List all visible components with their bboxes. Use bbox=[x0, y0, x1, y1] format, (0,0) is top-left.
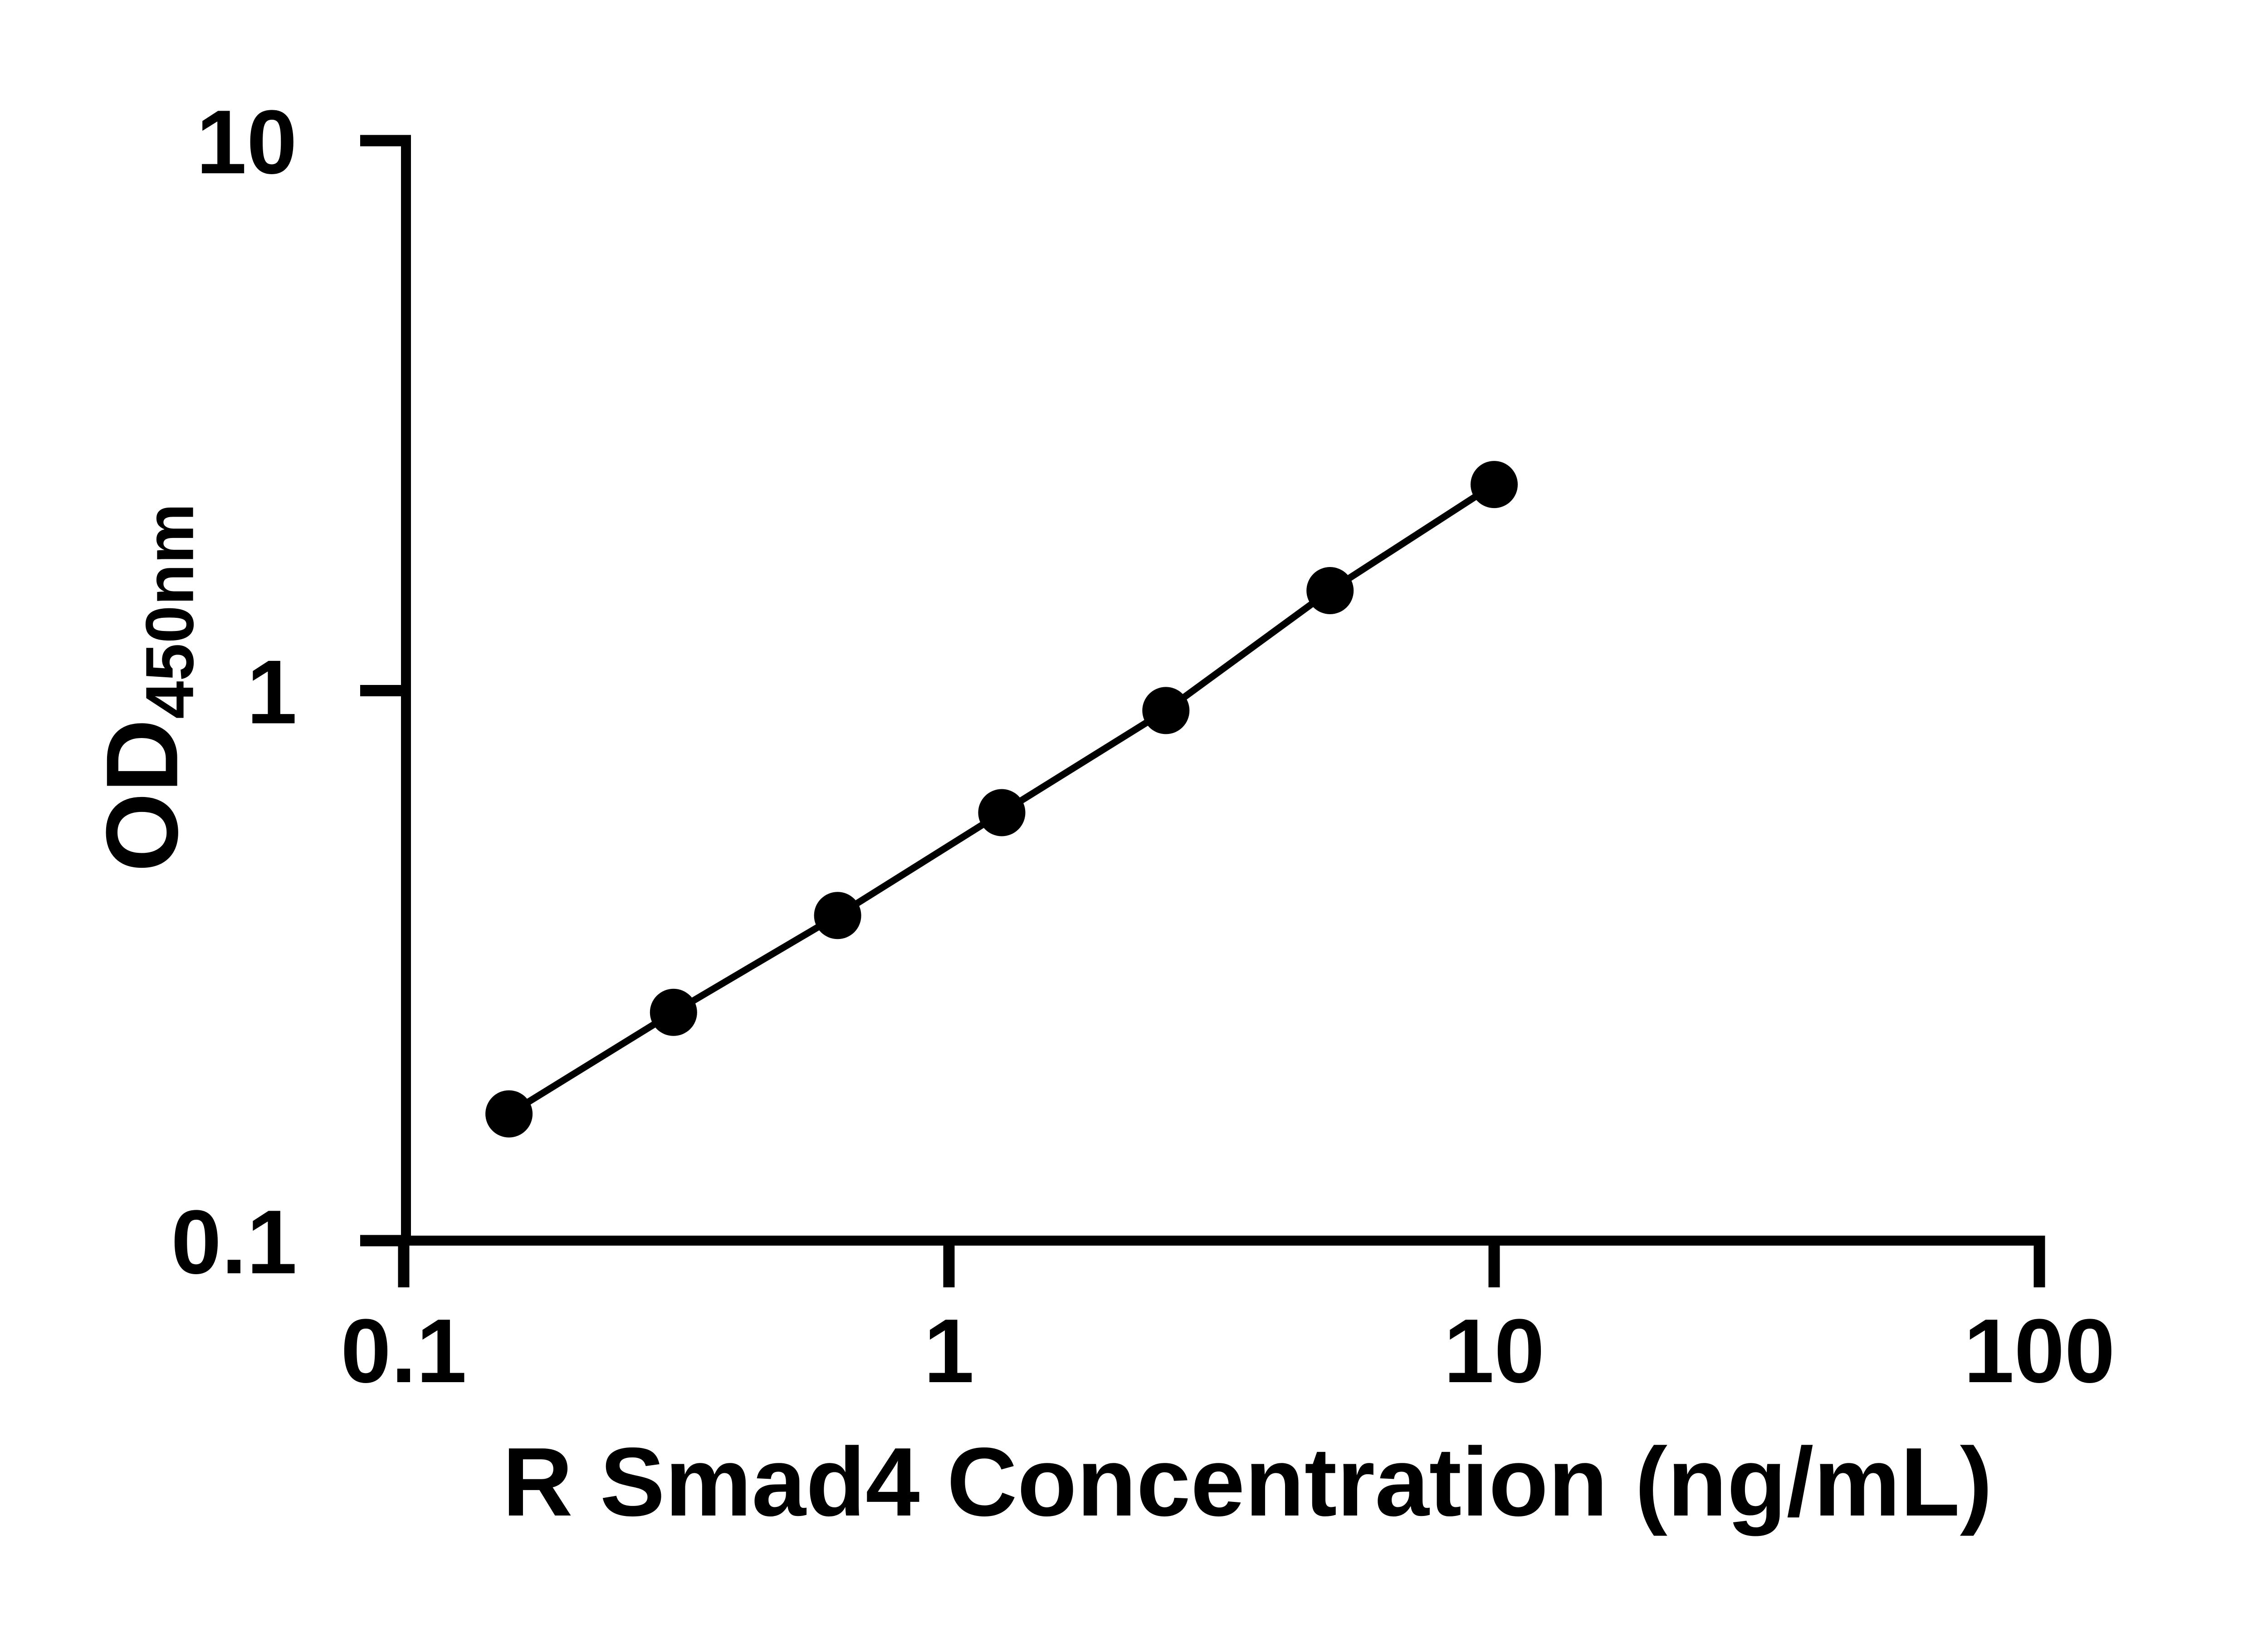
data-point bbox=[485, 1090, 533, 1138]
data-point bbox=[1471, 461, 1518, 508]
x-tick-label: 0.1 bbox=[341, 1301, 467, 1402]
y-axis-title-subscript: 450nm bbox=[131, 503, 208, 719]
x-tick-label: 100 bbox=[1964, 1301, 2115, 1402]
data-point bbox=[1142, 687, 1190, 734]
x-tick-label: 10 bbox=[1444, 1301, 1545, 1402]
data-point bbox=[650, 988, 697, 1036]
x-axis-title: R Smad4 Concentration (ng/mL) bbox=[502, 1427, 1993, 1536]
y-axis-title: OD450nm bbox=[83, 504, 208, 872]
y-axis-title-main: OD bbox=[84, 719, 199, 872]
data-point bbox=[978, 789, 1026, 836]
y-tick-label: 0.1 bbox=[171, 1192, 297, 1293]
data-point bbox=[814, 892, 861, 939]
y-tick-label: 1 bbox=[247, 642, 297, 743]
y-tick-label: 10 bbox=[196, 92, 297, 193]
data-point bbox=[1306, 567, 1354, 614]
x-tick-label: 1 bbox=[924, 1301, 974, 1402]
